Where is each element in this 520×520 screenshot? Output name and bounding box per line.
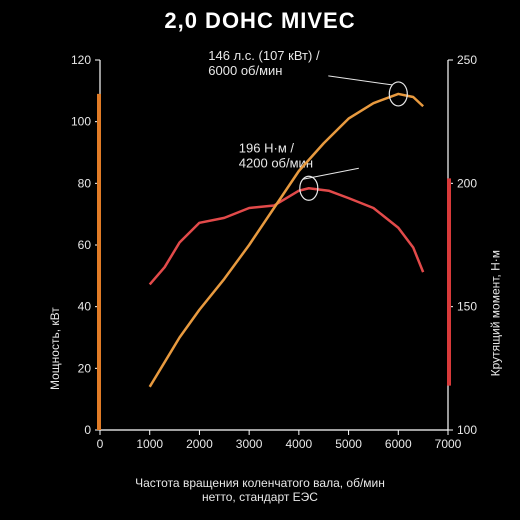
- chart-container: 0 1000 2000 3000 4000 5000 6000 7000 0 20 40 60 80 10…: [30, 40, 490, 470]
- svg-text:1000: 1000: [136, 437, 163, 451]
- chart-title: 2,0 DOHC MIVEC: [0, 0, 520, 34]
- x-axis-label: Частота вращения коленчатого вала, об/ми…: [0, 476, 520, 504]
- svg-text:250: 250: [457, 53, 477, 67]
- svg-text:4000: 4000: [286, 437, 313, 451]
- svg-text:150: 150: [457, 300, 477, 314]
- svg-text:0: 0: [97, 437, 104, 451]
- svg-text:6000 об/мин: 6000 об/мин: [208, 63, 282, 78]
- svg-text:7000: 7000: [435, 437, 462, 451]
- svg-text:40: 40: [78, 300, 92, 314]
- svg-text:146 л.с. (107 кВт) /: 146 л.с. (107 кВт) /: [208, 48, 320, 63]
- svg-text:196 Н·м /: 196 Н·м /: [239, 140, 295, 155]
- svg-text:120: 120: [71, 53, 91, 67]
- svg-text:0: 0: [84, 423, 91, 437]
- svg-text:100: 100: [71, 115, 91, 129]
- svg-text:100: 100: [457, 423, 477, 437]
- dyno-chart: 0 1000 2000 3000 4000 5000 6000 7000 0 20 40 60 80 10…: [30, 40, 490, 470]
- svg-text:5000: 5000: [335, 437, 362, 451]
- svg-text:3000: 3000: [236, 437, 263, 451]
- svg-text:60: 60: [78, 238, 92, 252]
- svg-text:20: 20: [78, 361, 92, 375]
- y-left-label: Мощность, кВт: [48, 307, 62, 390]
- svg-text:2000: 2000: [186, 437, 213, 451]
- svg-text:6000: 6000: [385, 437, 412, 451]
- y-right-label: Крутящий момент, Н·м: [488, 250, 502, 376]
- svg-text:200: 200: [457, 176, 477, 190]
- svg-text:80: 80: [78, 176, 92, 190]
